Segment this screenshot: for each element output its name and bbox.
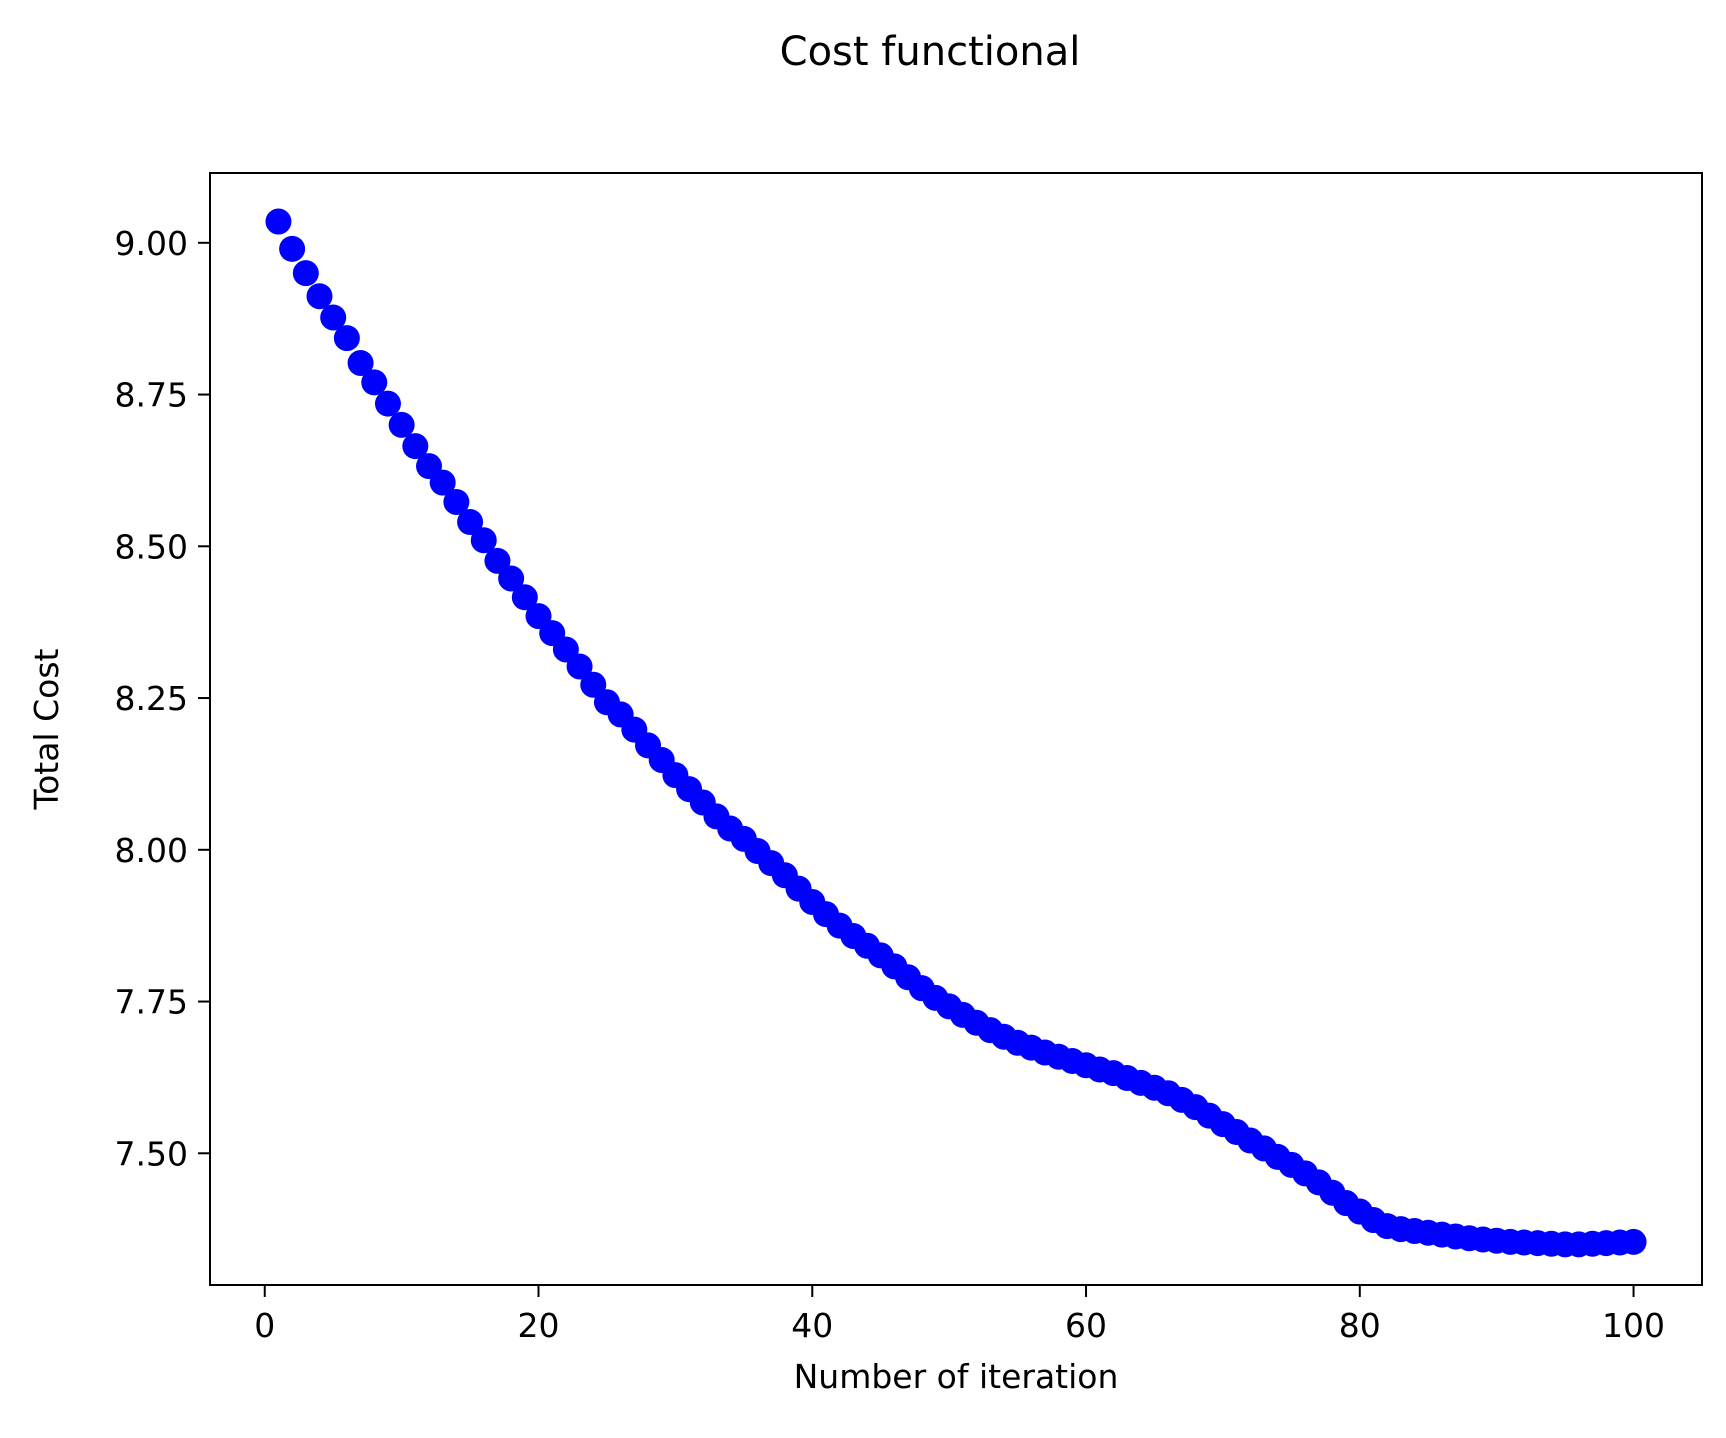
data-point	[511, 584, 538, 611]
chart-title: Cost functional	[780, 29, 1081, 75]
y-axis: 7.50 7.75 8.00 8.25 8.50 8.75 9.00	[115, 224, 210, 1173]
data-point	[320, 304, 347, 331]
x-tick-label: 80	[1339, 1306, 1381, 1345]
data-point	[279, 235, 306, 262]
x-tick-label: 0	[254, 1306, 275, 1345]
y-tick-label: 8.50	[115, 527, 188, 566]
data-point	[388, 411, 415, 438]
data-point	[265, 208, 292, 235]
y-tick-label: 7.75	[115, 983, 188, 1022]
data-point	[498, 565, 525, 592]
y-tick-label: 8.25	[115, 679, 188, 718]
y-tick-label: 7.50	[115, 1134, 188, 1173]
data-point	[374, 390, 401, 417]
x-tick-label: 60	[1065, 1306, 1107, 1345]
data-point	[580, 671, 607, 698]
data-point	[457, 509, 484, 536]
data-series	[265, 208, 1647, 1258]
x-axis-label: Number of iteration	[794, 1357, 1119, 1396]
data-point	[443, 488, 470, 515]
data-point	[333, 325, 360, 352]
y-tick-label: 8.00	[115, 831, 188, 870]
y-tick-label: 9.00	[115, 224, 188, 263]
x-axis: 0 20 40 60 80 100	[254, 1285, 1665, 1345]
data-point	[1620, 1228, 1647, 1255]
y-tick-label: 8.75	[115, 376, 188, 415]
data-point	[402, 433, 429, 460]
x-tick-label: 100	[1602, 1306, 1665, 1345]
data-point	[347, 349, 374, 376]
y-axis-label: Total Cost	[27, 648, 66, 810]
x-tick-label: 20	[518, 1306, 560, 1345]
x-tick-label: 40	[791, 1306, 833, 1345]
data-point	[361, 369, 388, 396]
data-point	[292, 260, 319, 287]
data-point	[470, 527, 497, 554]
data-point	[429, 469, 456, 496]
plot-area-frame	[209, 172, 1703, 1286]
data-point	[306, 283, 333, 310]
data-point	[484, 547, 511, 574]
data-point	[566, 653, 593, 680]
